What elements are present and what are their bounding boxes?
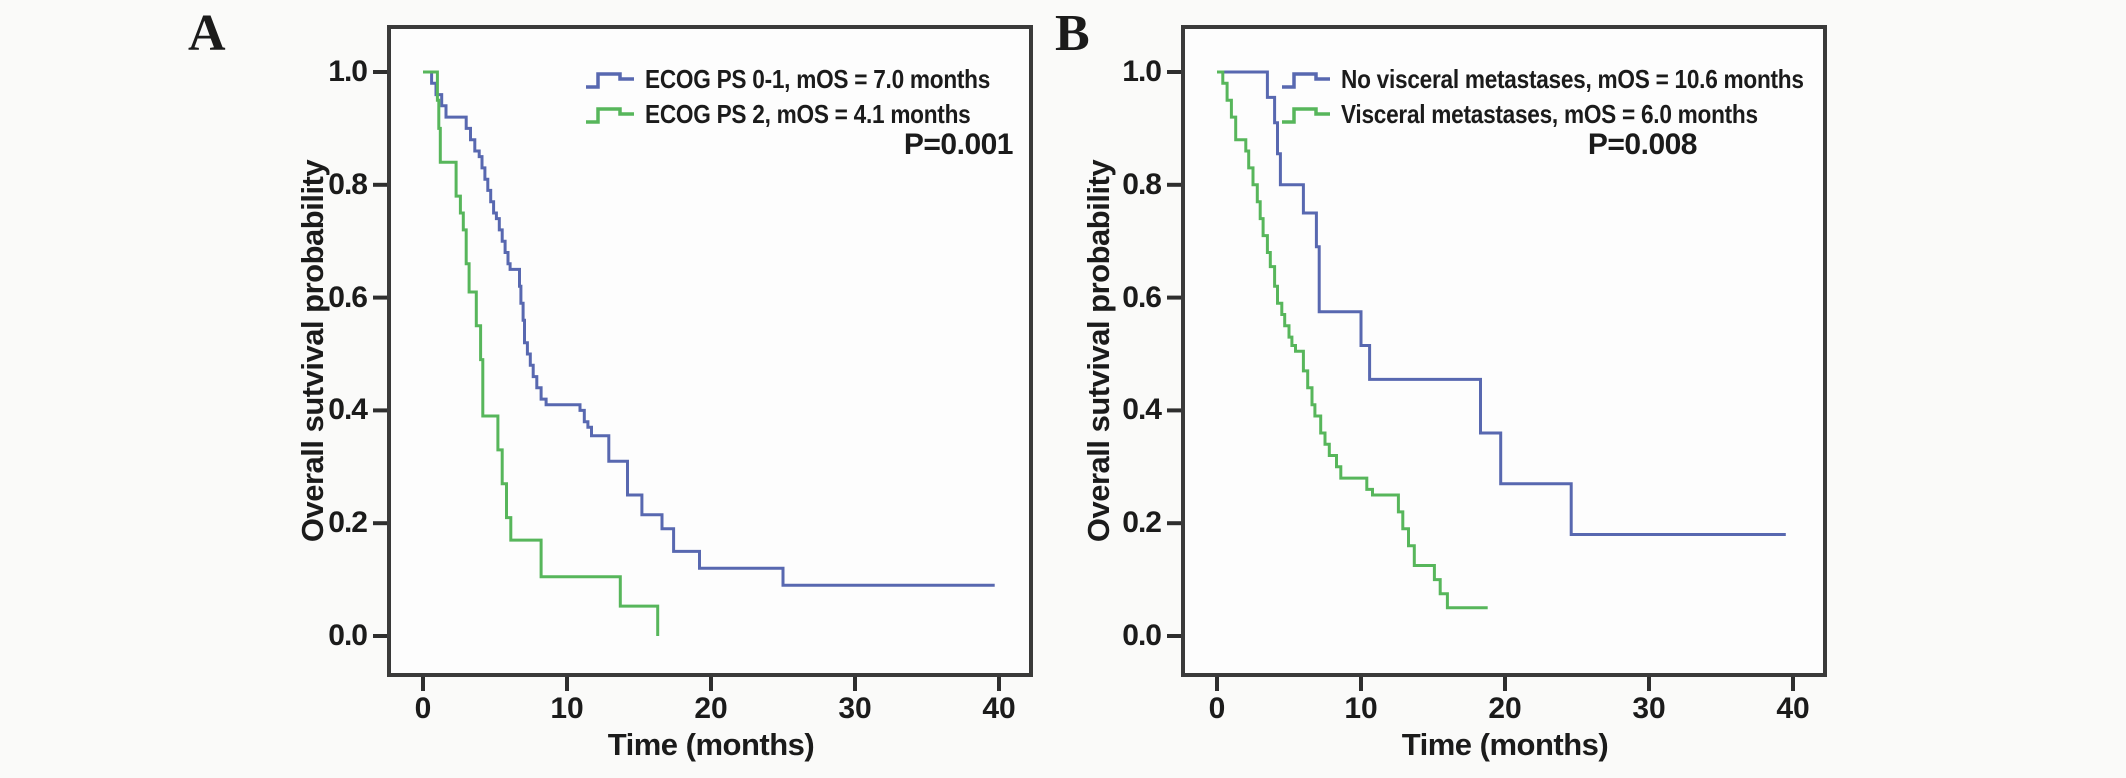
y-tick-label: 0.2	[328, 506, 368, 540]
legend-row: No visceral metastases, mOS = 10.6 month…	[1280, 62, 1873, 97]
y-tick-label: 0.0	[1122, 619, 1162, 652]
x-tick-label: 40	[1776, 692, 1810, 725]
legend-row: Visceral metastases, mOS = 6.0 months	[1280, 97, 1873, 132]
x-tick-label: 20	[694, 692, 728, 725]
legend-label-ecog-ps-0-1: ECOG PS 0-1, mOS = 7.0 months	[645, 64, 991, 94]
y-tick-label: 0.6	[328, 280, 368, 314]
km-step-legend-icon	[586, 106, 634, 124]
y-tick-label: 0.8	[1122, 167, 1162, 201]
plot-frame	[1181, 25, 1827, 677]
panel-a-plot	[373, 25, 1033, 691]
y-tick-label: 1.0	[1122, 55, 1162, 88]
x-tick-label: 30	[838, 692, 872, 725]
survival-curve	[423, 70, 995, 587]
survival-curve	[1217, 70, 1786, 536]
y-tick-label: 1.0	[328, 55, 368, 88]
panel-a-p-value: P=0.001	[903, 128, 1014, 161]
km-step-legend-icon	[1282, 106, 1330, 124]
panel-a-x-axis-title: Time (months)	[607, 727, 815, 762]
legend-row: ECOG PS 0-1, mOS = 7.0 months	[584, 62, 1042, 97]
y-tick-label: 0.0	[328, 619, 368, 652]
x-tick-label: 0	[1208, 692, 1226, 725]
legend-label-ecog-ps-2: ECOG PS 2, mOS = 4.1 months	[645, 99, 971, 129]
panel-a-y-axis-title: Overall sutvival probability	[295, 159, 330, 543]
panel-b-x-axis-title: Time (months)	[1401, 727, 1609, 762]
km-step-legend-icon	[586, 71, 634, 89]
y-tick-label: 0.2	[1122, 506, 1162, 540]
x-tick-label: 0	[414, 692, 432, 725]
x-tick-label: 10	[550, 692, 584, 725]
y-tick-label: 0.6	[1122, 280, 1162, 314]
x-tick-label: 30	[1632, 692, 1666, 725]
panel-a-legend: ECOG PS 0-1, mOS = 7.0 months ECOG PS 2,…	[584, 62, 1042, 132]
legend-label-visceral-metastases: Visceral metastases, mOS = 6.0 months	[1341, 99, 1758, 129]
legend-label-no-visceral-metastases: No visceral metastases, mOS = 10.6 month…	[1341, 64, 1804, 94]
x-tick-label: 10	[1344, 692, 1378, 725]
y-tick-label: 0.4	[328, 393, 368, 427]
panel-b-plot	[1167, 25, 1827, 691]
panel-b-y-axis-title: Overall sutvival probability	[1081, 159, 1116, 543]
x-tick-label: 20	[1488, 692, 1522, 725]
panel-a-letter: A	[188, 5, 226, 62]
y-tick-label: 0.8	[328, 167, 368, 201]
panel-b-p-value: P=0.008	[1587, 128, 1698, 161]
panel-b-letter: B	[1055, 5, 1090, 62]
survival-curve	[423, 70, 660, 636]
km-step-legend-icon	[1282, 71, 1330, 89]
survival-curve	[1217, 70, 1488, 610]
panel-b-legend: No visceral metastases, mOS = 10.6 month…	[1280, 62, 1873, 132]
x-tick-label: 40	[982, 692, 1016, 725]
legend-row: ECOG PS 2, mOS = 4.1 months	[584, 97, 1042, 132]
y-tick-label: 0.4	[1122, 393, 1162, 427]
